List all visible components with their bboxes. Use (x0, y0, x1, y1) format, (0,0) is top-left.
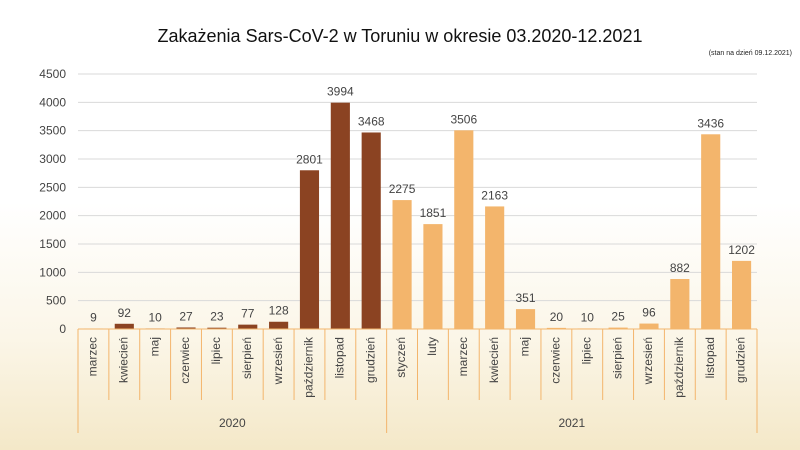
y-tick-label: 3000 (39, 152, 66, 166)
value-label: 1202 (728, 243, 755, 257)
y-tick-label: 2500 (39, 180, 66, 194)
category-label: czerwiec (549, 337, 563, 384)
value-label: 882 (670, 261, 690, 275)
bar (114, 323, 134, 329)
value-label: 10 (148, 310, 162, 324)
value-label: 92 (118, 306, 132, 320)
category-label: sierpień (610, 337, 624, 379)
category-label: kwiecień (116, 337, 130, 383)
category-label: grudzień (734, 337, 748, 383)
value-label: 20 (550, 310, 564, 324)
value-label: 23 (210, 310, 224, 324)
category-label: czerwiec (178, 337, 192, 384)
category-label: marzec (86, 337, 100, 376)
category-label: wrzesień (271, 337, 285, 385)
gridlines (78, 73, 757, 302)
bar (361, 132, 381, 329)
category-label: listopad (333, 337, 347, 378)
bar (423, 224, 443, 329)
chart-note: (stan na dzień 09.12.2021) (709, 50, 792, 57)
value-label: 128 (269, 304, 289, 318)
bar (207, 327, 227, 329)
bar (701, 134, 721, 329)
category-label: lipiec (209, 337, 223, 364)
bar (454, 130, 474, 329)
bar (269, 321, 289, 329)
value-label: 3994 (327, 85, 354, 99)
bar (176, 327, 196, 329)
y-tick-label: 3500 (39, 124, 66, 138)
data-labels: 9 92 10 27 23 77 128 2801 3994 3468 2275 1851 3506 21… (90, 85, 755, 325)
value-label: 3506 (450, 112, 477, 126)
value-label: 3436 (697, 116, 724, 130)
category-label: grudzień (363, 337, 377, 383)
bar (299, 170, 320, 329)
category-label: marzec (456, 337, 470, 376)
value-label: 9 (90, 310, 97, 324)
category-label: maj (518, 337, 532, 356)
bar (732, 260, 752, 329)
value-label: 25 (611, 310, 625, 324)
value-label: 10 (581, 310, 595, 324)
bar (330, 102, 350, 329)
bar (485, 206, 505, 329)
category-label: wrzesień (641, 337, 655, 385)
category-label: maj (147, 337, 161, 356)
category-label: październik (302, 336, 316, 398)
category-label: sierpień (240, 337, 254, 379)
bar (546, 327, 566, 329)
value-label: 2163 (481, 188, 508, 202)
y-tick-label: 2000 (39, 209, 66, 223)
value-label: 77 (241, 307, 255, 321)
category-label: październik (672, 336, 686, 398)
value-label: 1851 (420, 206, 447, 220)
y-tick-label: 4500 (39, 67, 66, 81)
value-label: 27 (179, 309, 193, 323)
category-label: styczeń (394, 337, 408, 378)
value-label: 3468 (358, 114, 385, 128)
x-axis: marzec kwiecień maj czerwiec lipiec sierpień w… (77, 328, 758, 433)
bars (83, 102, 752, 329)
year-label: 2020 (219, 416, 246, 430)
bar (238, 324, 258, 329)
y-tick-label: 1000 (39, 265, 66, 279)
category-label: luty (425, 337, 439, 356)
category-label: kwiecień (487, 337, 501, 383)
value-label: 96 (642, 306, 656, 320)
y-tick-label: 1500 (39, 237, 66, 251)
category-label: listopad (703, 337, 717, 378)
y-axis: 0 500 1000 1500 2000 2500 3000 3500 4000 4500 (39, 67, 66, 336)
bar (515, 309, 536, 329)
bar (670, 279, 690, 329)
value-label: 2801 (296, 152, 323, 166)
y-tick-label: 500 (46, 294, 66, 308)
bar (608, 327, 628, 329)
y-tick-label: 4000 (39, 95, 66, 109)
value-label: 2275 (389, 182, 416, 196)
chart-title: Zakażenia Sars-CoV-2 w Toruniu w okresie… (158, 26, 643, 46)
category-label: lipiec (579, 337, 593, 364)
bar (392, 200, 412, 329)
y-tick-label: 0 (59, 322, 66, 336)
year-label: 2021 (558, 416, 585, 430)
bar (639, 323, 659, 329)
value-label: 351 (516, 291, 536, 305)
